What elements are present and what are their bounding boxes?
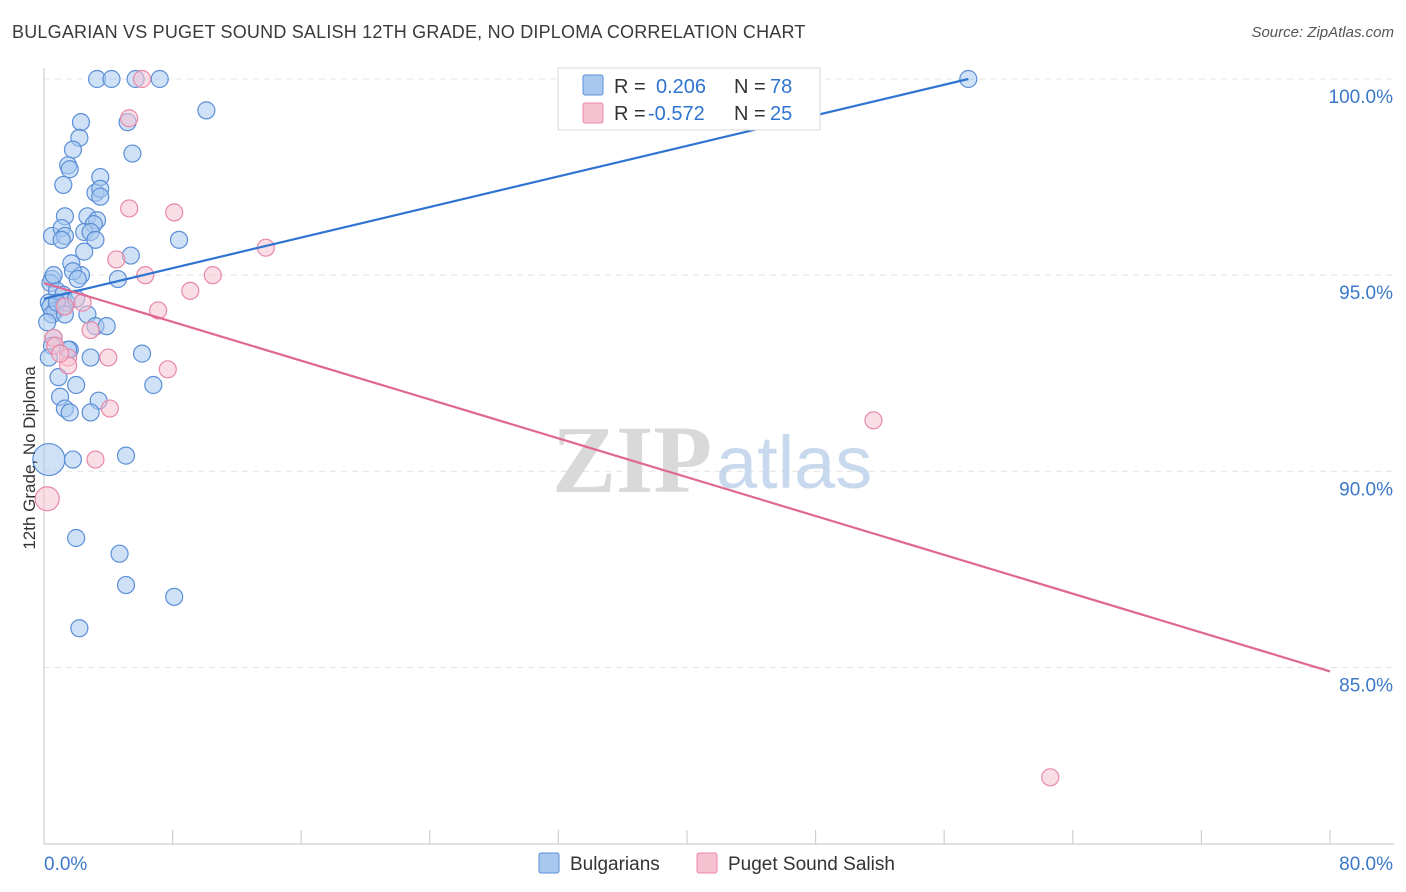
legend-r-label-pink: R =: [614, 103, 646, 125]
legend-n-value-blue: 78: [770, 76, 792, 98]
bulgarians-point-64: [81, 403, 100, 422]
x-tick-marks: [172, 830, 1331, 844]
bulgarians-point-9: [123, 144, 142, 163]
puget-point-10: [55, 297, 74, 316]
bulgarians-point-56: [81, 348, 100, 367]
legend: R = 0.206 N = 78 R = -0.572 N = 25: [557, 67, 821, 131]
bottom-legend-label-puget: Puget Sound Salish: [728, 854, 895, 875]
bottom-legend: Bulgarians Puget Sound Salish: [538, 852, 895, 875]
puget-point-7: [203, 266, 222, 285]
bulgarians-point-72: [70, 619, 89, 638]
legend-swatch-pink: [582, 102, 604, 124]
puget-point-24: [1041, 768, 1060, 787]
puget-point-20: [34, 486, 60, 512]
legend-n-value-pink: 25: [770, 103, 792, 125]
bulgarians-point-16: [91, 187, 110, 206]
puget-point-2: [120, 199, 139, 218]
y-tick-label-2: 95.0%: [1339, 283, 1393, 304]
puget-point-0: [132, 69, 152, 89]
puget-point-11: [149, 301, 168, 320]
y-tick-labels: 85.0% 90.0% 95.0% 100.0%: [1329, 87, 1394, 696]
bulgarians-trend-line: [43, 77, 969, 300]
bulgarians-point-67: [116, 446, 136, 465]
y-axis-label: 12th Grade, No Diploma: [20, 366, 39, 550]
puget-point-19: [86, 450, 105, 469]
bulgarians-point-36: [68, 269, 87, 289]
y-tick-label-0: 85.0%: [1339, 675, 1393, 696]
bulgarians-point-69: [110, 544, 129, 563]
watermark-atlas: atlas: [716, 421, 872, 504]
bulgarians-point-49: [97, 317, 116, 336]
bulgarians-point-1: [102, 69, 121, 89]
bulgarians-point-68: [67, 528, 86, 548]
bulgarians-point-55: [132, 344, 152, 363]
bulgarians-point-59: [144, 375, 163, 395]
puget-point-18: [100, 399, 120, 418]
puget-point-5: [107, 250, 126, 269]
bulgarians-point-13: [54, 175, 73, 195]
bulgarians-point-77: [38, 313, 57, 332]
bulgarians-point-74: [44, 266, 63, 285]
bulgarians-point-4: [197, 101, 216, 120]
bottom-legend-swatch-puget: [696, 852, 718, 874]
bulgarians-point-70: [116, 575, 136, 595]
y-tick-label-1: 90.0%: [1339, 479, 1393, 500]
legend-r-value-pink: -0.572: [648, 103, 705, 125]
chart-title: BULGARIAN VS PUGET SOUND SALISH 12TH GRA…: [12, 22, 806, 42]
bulgarians-point-57: [49, 368, 68, 387]
puget-point-21: [864, 411, 883, 430]
bulgarians-point-28: [169, 230, 189, 249]
legend-n-label-pink: N =: [734, 103, 766, 125]
x-tick-label-max: 80.0%: [1339, 854, 1393, 875]
bulgarians-point-5: [71, 113, 91, 132]
legend-swatch-blue: [582, 74, 604, 96]
bulgarians-point-71: [165, 587, 184, 606]
puget-point-1: [120, 109, 139, 128]
puget-point-3: [165, 203, 184, 222]
chart-source: Source: ZipAtlas.com: [1251, 24, 1394, 41]
puget-point-12: [81, 320, 100, 340]
bottom-legend-label-bulgarians: Bulgarians: [570, 854, 660, 875]
puget-point-17: [158, 360, 177, 379]
bulgarians-point-63: [60, 403, 79, 422]
bottom-legend-swatch-bulgarians: [538, 852, 560, 874]
data-points: [32, 69, 1060, 787]
bulgarians-point-27: [86, 230, 105, 249]
grid: [44, 78, 1394, 668]
bulgarians-point-66: [63, 450, 83, 469]
bulgarians-point-8: [63, 140, 83, 159]
bulgarians-point-58: [67, 375, 86, 395]
puget-trend-line: [43, 281, 1331, 673]
bulgarians-point-11: [60, 160, 79, 179]
legend-r-value-blue: 0.206: [656, 76, 706, 98]
trend-lines: [43, 77, 1331, 673]
x-tick-label-min: 0.0%: [44, 854, 87, 875]
bulgarians-point-24: [52, 230, 71, 249]
puget-point-8: [181, 281, 200, 300]
legend-n-label-blue: N =: [734, 76, 766, 98]
puget-point-15: [99, 348, 118, 367]
bulgarians-point-29: [75, 242, 94, 261]
watermark: ZIP atlas: [552, 406, 872, 513]
legend-r-label-blue: R =: [614, 76, 646, 98]
bulgarians-point-3: [150, 69, 169, 89]
y-tick-label-3: 100.0%: [1329, 87, 1394, 108]
puget-point-23: [50, 344, 70, 363]
